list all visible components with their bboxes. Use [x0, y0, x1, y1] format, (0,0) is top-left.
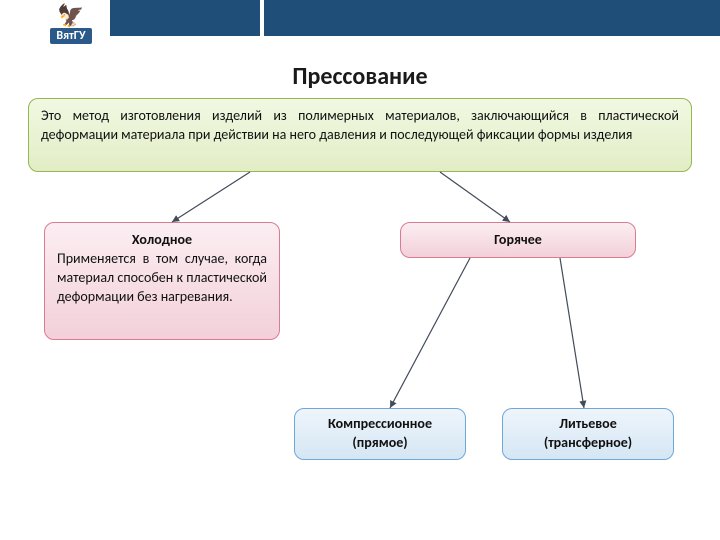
connector-line — [560, 258, 584, 408]
compression-line1: Компрессионное — [328, 415, 432, 434]
transfer-line1: Литьевое — [559, 415, 617, 434]
transfer-box: Литьевое (трансферное) — [502, 408, 674, 460]
logo-label: ВятГУ — [50, 28, 91, 44]
connector-line — [390, 258, 470, 408]
header-bar-left — [110, 0, 260, 36]
cold-heading: Холодное — [57, 231, 267, 250]
logo: 🦅 ВятГУ — [36, 2, 106, 46]
compression-box: Компрессионное (прямое) — [294, 408, 466, 460]
transfer-line2: (трансферное) — [544, 434, 632, 453]
hot-box: Горячее — [400, 222, 636, 258]
compression-line2: (прямое) — [352, 434, 407, 453]
cold-body: Применяется в том случае, когда материал… — [57, 250, 267, 307]
header-bar-right — [264, 0, 720, 36]
connector-line — [440, 172, 510, 222]
page-title: Прессование — [0, 62, 720, 91]
cold-box: Холодное Применяется в том случае, когда… — [44, 222, 280, 340]
definition-text: Это метод изготовления изделий из полиме… — [41, 107, 679, 143]
definition-box: Это метод изготовления изделий из полиме… — [28, 98, 692, 172]
connector-line — [172, 172, 250, 222]
slide-stage: { "header": { "logo_label": "ВятГУ", "ba… — [0, 0, 720, 540]
hot-heading: Горячее — [494, 231, 542, 250]
logo-eagle-icon: 🦅 — [57, 5, 84, 27]
